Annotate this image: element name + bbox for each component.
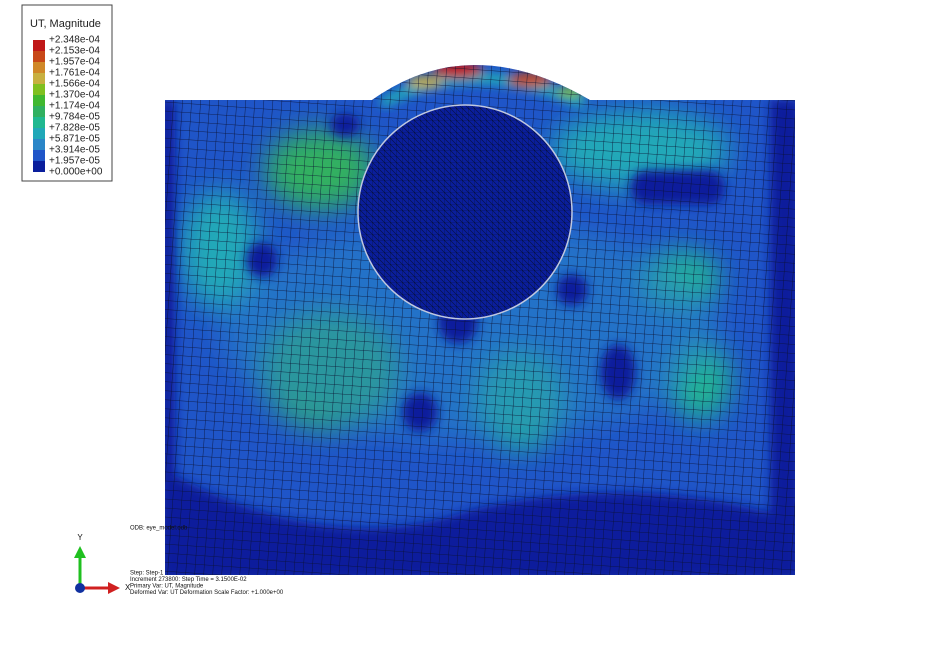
info-line: Increment 273800: Step Time = 3.1500E-02 (130, 577, 247, 583)
legend-swatch (33, 73, 45, 84)
legend-label: +2.153e-04 (49, 46, 100, 57)
legend-swatch (33, 150, 45, 161)
odb-line: ODB: eye_model.odb (130, 526, 188, 532)
legend-swatch (33, 161, 45, 172)
legend-label: +0.000e+00 (49, 167, 103, 178)
mesh-body (160, 40, 800, 580)
odb-label: ODB: eye_model.odb (130, 526, 188, 532)
info-line: Deformed Var: UT Deformation Scale Facto… (130, 590, 284, 596)
legend: UT, Magnitude +2.348e-04+2.153e-04+1.957… (22, 5, 112, 181)
info-line: Primary Var: UT, Magnitude (130, 584, 204, 590)
legend-label: +1.957e-04 (49, 57, 100, 68)
legend-label: +1.566e-04 (49, 79, 100, 90)
legend-swatch (33, 51, 45, 62)
legend-swatch (33, 106, 45, 117)
legend-swatch (33, 62, 45, 73)
legend-swatch (33, 117, 45, 128)
legend-swatch (33, 95, 45, 106)
legend-label: +3.914e-05 (49, 145, 100, 156)
legend-label: +9.784e-05 (49, 112, 100, 123)
legend-label: +7.828e-05 (49, 123, 100, 134)
legend-label: +1.370e-04 (49, 90, 100, 101)
legend-swatch (33, 84, 45, 95)
legend-title: UT, Magnitude (30, 18, 101, 30)
legend-swatch (33, 128, 45, 139)
triad-y-arrow (74, 546, 86, 558)
triad-x-arrow (108, 582, 120, 594)
legend-label: +1.174e-04 (49, 101, 100, 112)
legend-swatch (33, 40, 45, 51)
legend-swatch (33, 139, 45, 150)
triad-origin (75, 583, 85, 593)
viewport: UT, Magnitude +2.348e-04+2.153e-04+1.957… (0, 0, 943, 647)
legend-label: +1.761e-04 (49, 68, 100, 79)
info-line: Step: Step-1 (130, 571, 164, 577)
legend-label: +5.871e-05 (49, 134, 100, 145)
triad-x-label: X (125, 583, 131, 592)
legend-label: +2.348e-04 (49, 35, 100, 46)
legend-label: +1.957e-05 (49, 156, 100, 167)
triad: Y X (74, 533, 131, 594)
triad-y-label: Y (77, 533, 83, 542)
